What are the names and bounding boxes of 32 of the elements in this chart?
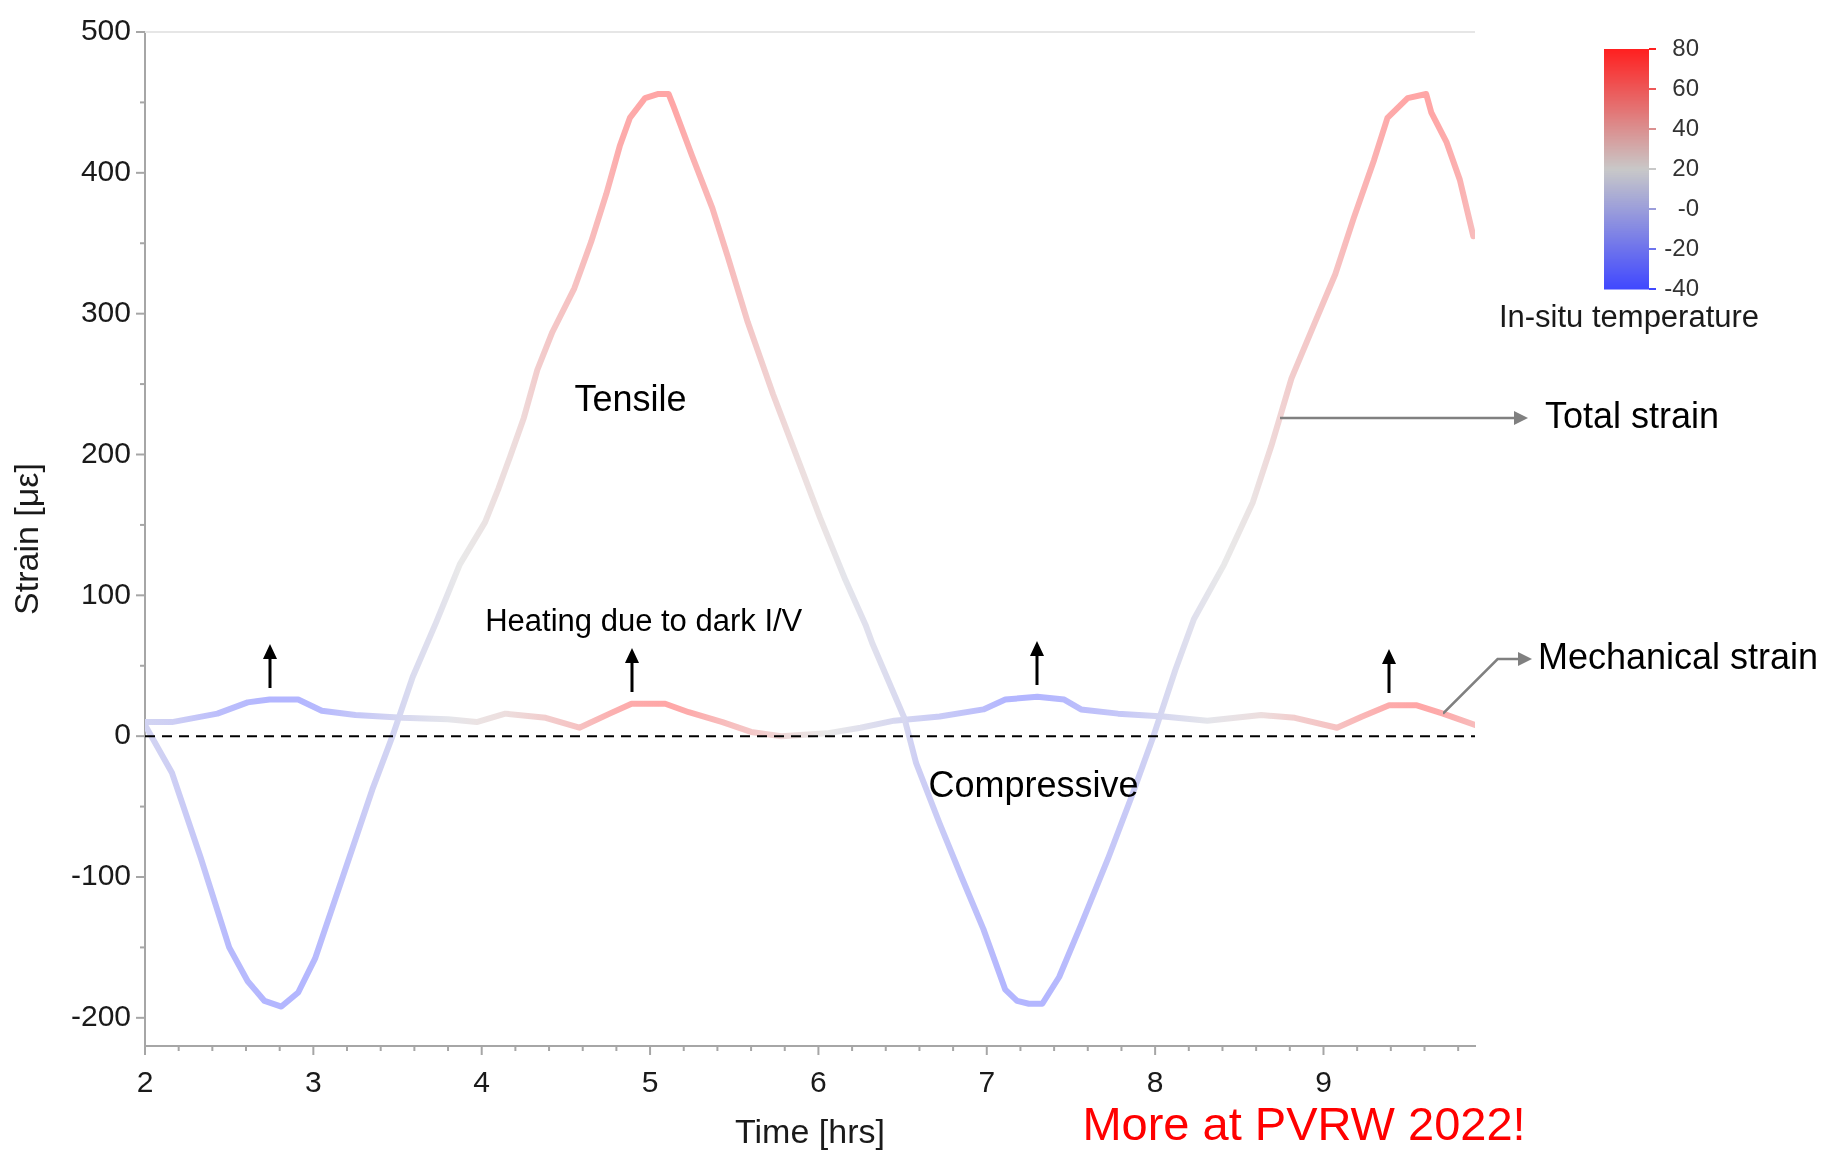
x-tick-label: 4	[473, 1065, 491, 1099]
color-bar-label: -40	[1664, 273, 1699, 301]
text: More at PVRW 2022!	[1082, 1096, 1526, 1150]
annotation: Tensile	[574, 377, 687, 419]
color-bar-label: 80	[1672, 33, 1699, 61]
legend-label: Total strain	[1545, 394, 1720, 436]
color-bar-label: 20	[1672, 153, 1699, 181]
x-axis-title: Time [hrs]	[735, 1111, 885, 1150]
x-tick-label: 5	[641, 1065, 659, 1099]
x-tick-label: 6	[810, 1065, 827, 1099]
y-tick-label: 100	[80, 576, 131, 610]
color-bar-title: In-situ temperature	[1498, 298, 1760, 334]
x-tick-label: 3	[305, 1065, 322, 1099]
x-tick-label: 9	[1315, 1065, 1332, 1099]
x-tick-label: 7	[978, 1065, 996, 1099]
y-tick-label: -200	[70, 999, 131, 1033]
color-bar-label: 40	[1672, 113, 1699, 141]
y-tick-label: 200	[80, 435, 131, 469]
x-tick-label: 8	[1146, 1065, 1164, 1099]
y-axis-title: Strain [με]	[6, 463, 45, 615]
annotation: Heating due to dark I/V	[485, 602, 803, 638]
y-tick-label: 300	[80, 294, 131, 328]
y-tick-label: 0	[114, 717, 131, 751]
annotation: Compressive	[928, 763, 1139, 805]
y-tick-label: -100	[70, 858, 131, 892]
x-tick-label: 2	[136, 1065, 154, 1099]
y-tick-label: 400	[80, 154, 131, 188]
color-bar-label: 60	[1672, 73, 1699, 101]
color-bar-label: -20	[1664, 233, 1699, 261]
y-tick-label: 500	[80, 13, 131, 47]
legend-label: Mechanical strain	[1538, 635, 1819, 677]
color-bar-label: -0	[1677, 193, 1699, 221]
